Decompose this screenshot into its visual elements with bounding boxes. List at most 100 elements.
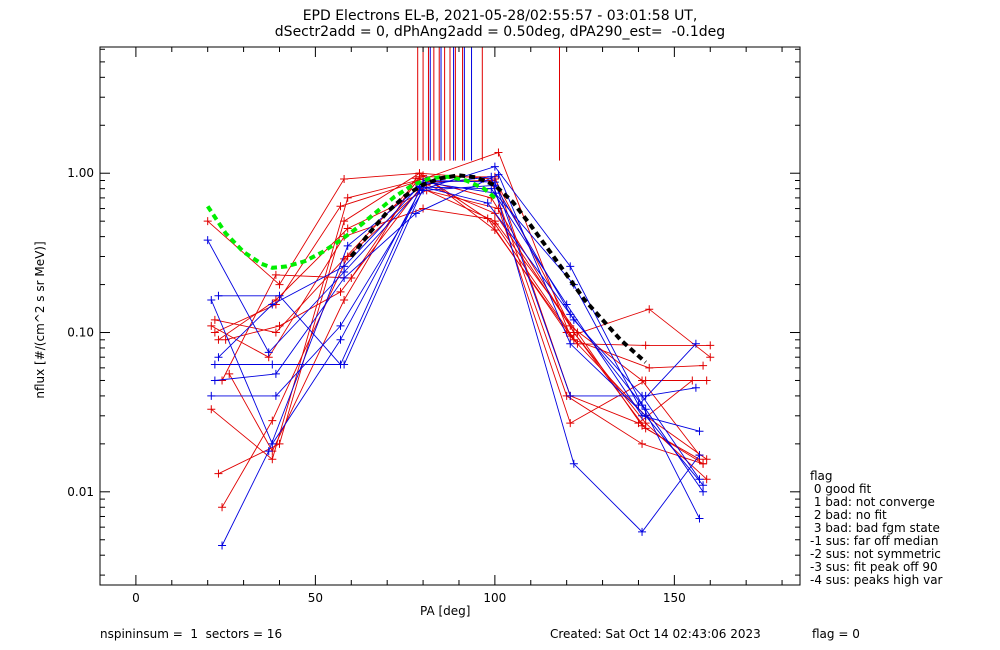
blue-data-point (210, 360, 219, 369)
marker-lines (417, 47, 560, 161)
red-series-line (221, 183, 700, 508)
blue-data-point (483, 199, 492, 208)
blue-data-point (494, 170, 503, 179)
red-data-point (483, 214, 492, 223)
red-data-point (203, 217, 212, 226)
data-series (203, 148, 715, 550)
red-data-point (214, 335, 223, 344)
red-data-point (275, 321, 284, 330)
blue-series-line (214, 180, 696, 397)
red-data-point (494, 148, 503, 157)
blue-data-point (695, 475, 704, 484)
red-data-point (225, 369, 234, 378)
y-tick-label: 1.00 (67, 166, 94, 180)
x-tick-label: 150 (663, 591, 686, 605)
blue-data-point (638, 391, 647, 400)
blue-data-point (207, 391, 216, 400)
x-tick-label: 100 (483, 591, 506, 605)
red-data-point (702, 455, 711, 464)
blue-data-point (207, 296, 216, 305)
flag-legend-title: flag (810, 469, 833, 483)
blue-data-point (268, 360, 277, 369)
blue-data-point (264, 447, 273, 456)
plot-axes (99, 46, 801, 586)
red-data-point (702, 376, 711, 385)
blue-data-point (268, 300, 277, 309)
red-data-point (347, 273, 356, 282)
blue-data-point (343, 241, 352, 250)
plot-frame (99, 46, 801, 586)
blue-data-point (634, 401, 643, 410)
flag-legend-item: 2 bad: no fit (810, 508, 887, 522)
blue-data-point (490, 162, 499, 171)
blue-data-point (264, 348, 273, 357)
blue-data-point (566, 339, 575, 348)
blue-data-point (695, 451, 704, 460)
red-data-point (207, 321, 216, 330)
red-data-point (207, 405, 216, 414)
black-fit-curve (349, 173, 647, 364)
red-data-point (638, 439, 647, 448)
blue-data-point (566, 391, 575, 400)
red-data-point (343, 193, 352, 202)
red-data-point (271, 328, 280, 337)
red-data-point (645, 363, 654, 372)
blue-data-point (566, 262, 575, 271)
red-series-line (218, 172, 711, 475)
flag-legend: flag 0 good fit 1 bad: not converge 2 ba… (810, 470, 942, 587)
blue-data-point (214, 291, 223, 300)
y-tick-label: 0.01 (67, 485, 94, 499)
red-data-point (706, 353, 715, 362)
red-data-point (268, 455, 277, 464)
footer-spin-info: nspininsum = 1 sectors = 16 (100, 627, 283, 641)
blue-data-point (336, 321, 345, 330)
red-data-point (214, 469, 223, 478)
blue-data-point (218, 541, 227, 550)
blue-data-point (569, 315, 578, 324)
flag-legend-item: 1 bad: not converge (810, 495, 935, 509)
red-data-point (336, 287, 345, 296)
blue-data-point (203, 236, 212, 245)
blue-data-point (340, 360, 349, 369)
blue-data-point (695, 427, 704, 436)
blue-series-line (210, 176, 700, 533)
red-data-point (210, 315, 219, 324)
red-data-point (268, 416, 277, 425)
red-data-point (340, 217, 349, 226)
red-data-point (340, 296, 349, 305)
blue-data-point (275, 291, 284, 300)
blue-data-point (699, 487, 708, 496)
flag-legend-item: -1 sus: far off median (810, 534, 939, 548)
red-data-point (340, 174, 349, 183)
flag-legend-item: -3 sus: fit peak off 90 (810, 560, 938, 574)
y-tick-label: 0.10 (67, 326, 94, 340)
flag-legend-item: 3 bad: bad fgm state (810, 521, 940, 535)
red-data-point (702, 475, 711, 484)
red-data-point (699, 459, 708, 468)
blue-data-point (340, 273, 349, 282)
red-series-line (218, 189, 704, 465)
red-data-point (641, 341, 650, 350)
tick-labels: 0 50 100 150 0.01 0.10 1.00 (67, 166, 686, 605)
red-data-point (688, 376, 697, 385)
red-series-line (211, 151, 711, 461)
blue-series-line (211, 184, 700, 480)
blue-data-point (638, 527, 647, 536)
blue-data-point (566, 310, 575, 319)
red-data-point (275, 280, 284, 289)
x-tick-label: 50 (308, 591, 323, 605)
red-data-point (336, 202, 345, 211)
red-data-point (490, 217, 499, 226)
chart-title-line1: EPD Electrons EL-B, 2021-05-28/02:55:57 … (302, 8, 698, 24)
y-axis-label: nflux [#/(cm^2 s sr MeV)] (33, 241, 47, 399)
red-data-point (494, 204, 503, 213)
red-series-line (214, 174, 704, 369)
blue-data-point (411, 209, 420, 218)
red-data-point (566, 419, 575, 428)
red-data-point (218, 376, 227, 385)
red-data-point (645, 305, 654, 314)
red-data-point (415, 172, 424, 181)
red-series-line (207, 172, 708, 480)
blue-series-line (218, 185, 704, 493)
